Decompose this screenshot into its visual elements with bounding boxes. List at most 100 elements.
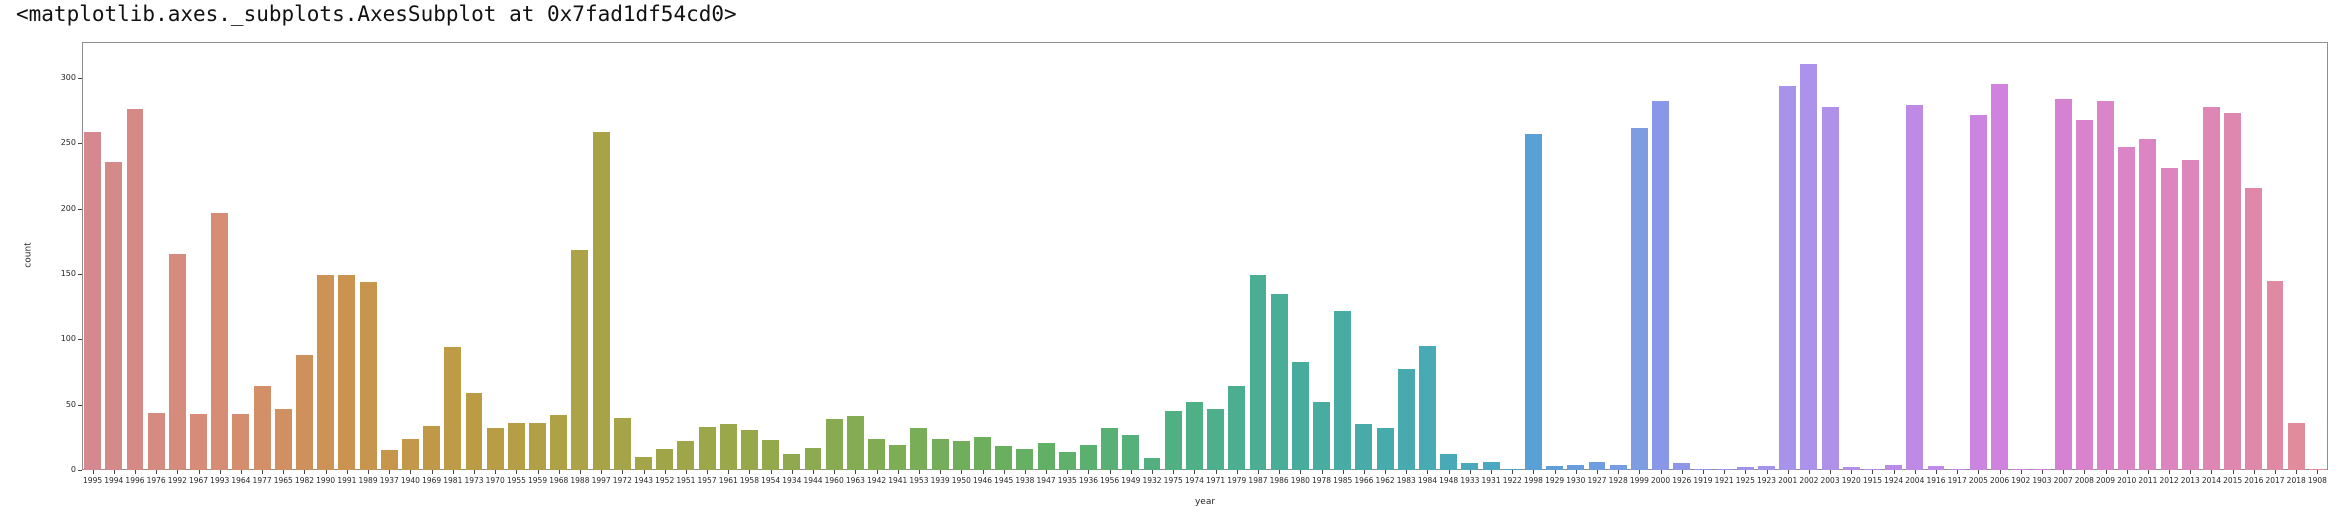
x-tick-mark	[2126, 470, 2128, 474]
x-tick-mark	[1448, 470, 1450, 474]
x-tick-mark	[2317, 470, 2319, 474]
x-tick-label: 1999	[1629, 476, 1649, 485]
bar-2006	[1991, 84, 2009, 470]
x-tick-mark	[1724, 470, 1726, 474]
x-tick-label: 1997	[591, 476, 611, 485]
x-tick-mark	[1427, 470, 1429, 474]
bar-1991	[338, 275, 356, 470]
bar-1964	[232, 413, 250, 470]
x-tick-label: 2009	[2095, 476, 2116, 485]
bar-1981	[444, 347, 462, 470]
bar-1961	[719, 424, 737, 470]
bar-1951	[677, 441, 695, 470]
bar-1958	[740, 429, 758, 470]
x-tick-mark	[1152, 470, 1154, 474]
x-tick-label: 1985	[1333, 476, 1353, 485]
bar-1943	[635, 456, 652, 470]
x-tick-label: 1980	[1290, 476, 1310, 485]
bar-1919	[1694, 468, 1712, 470]
x-tick-mark	[92, 470, 94, 474]
x-tick-label: 1928	[1608, 476, 1628, 485]
bar-1973	[465, 392, 483, 470]
bar-1916	[1927, 466, 1945, 470]
bar-1957	[698, 426, 716, 470]
x-tick-mark	[1936, 470, 1937, 474]
x-tick-label: 1937	[379, 476, 399, 485]
bar-1926	[1673, 463, 1691, 470]
x-tick-label: 2018	[2286, 476, 2306, 485]
x-tick-label: 1990	[316, 476, 336, 485]
bar-2003	[1821, 106, 1839, 470]
bar-1941	[889, 445, 907, 470]
x-tick-mark	[1194, 470, 1196, 474]
x-tick-mark	[749, 470, 751, 474]
bar-2002	[1800, 63, 1818, 470]
bar-1977	[253, 386, 271, 470]
x-tick-label: 1981	[443, 476, 463, 485]
x-tick-label: 1940	[400, 476, 420, 485]
x-tick-label: 2002	[1799, 476, 1819, 485]
bar-1972	[613, 417, 631, 470]
bar-1920	[1842, 467, 1860, 470]
x-tick-label: 1926	[1672, 476, 1692, 485]
bar-1915	[1863, 468, 1881, 470]
x-tick-mark	[601, 470, 603, 474]
x-tick-mark	[113, 470, 115, 474]
x-tick-label: 2007	[2053, 476, 2073, 485]
x-tick-label: 2004	[1905, 476, 1925, 485]
bar-1942	[868, 438, 886, 470]
bar-1932	[1143, 458, 1161, 470]
x-tick-label: 1936	[1078, 476, 1098, 485]
x-tick-mark	[1957, 470, 1959, 474]
bar-2009	[2097, 101, 2114, 470]
bar-1992	[168, 254, 186, 470]
bar-2015	[2224, 113, 2242, 470]
bar-1974	[1185, 402, 1203, 470]
x-tick-mark	[431, 470, 433, 474]
bar-1939	[931, 438, 949, 470]
x-tick-label: 1944	[803, 476, 823, 485]
x-tick-mark	[1533, 470, 1535, 474]
x-tick-mark	[897, 470, 899, 474]
x-tick-mark	[1766, 470, 1768, 474]
x-tick-label: 1932	[1142, 476, 1162, 485]
x-tick-label: 1984	[1417, 476, 1438, 485]
bar-1923	[1758, 466, 1775, 470]
bar-1935	[1058, 451, 1076, 470]
x-tick-mark	[982, 470, 984, 474]
x-tick-label: 1915	[1862, 476, 1882, 485]
x-tick-label: 1964	[231, 476, 251, 485]
bar-1908	[2308, 468, 2326, 470]
x-tick-mark	[1702, 470, 1704, 474]
x-tick-mark	[325, 470, 327, 474]
bar-1948	[1440, 454, 1458, 470]
x-tick-mark	[876, 470, 878, 474]
bar-1945	[995, 446, 1013, 470]
bar-1952	[656, 449, 674, 470]
y-tick-label: 200	[60, 203, 76, 213]
y-tick-mark	[78, 404, 82, 406]
bar-1917	[1948, 468, 1966, 470]
x-tick-label: 2014	[2201, 476, 2221, 485]
x-tick-mark	[473, 470, 475, 474]
x-tick-mark	[1406, 470, 1408, 474]
bar-1985	[1334, 310, 1352, 470]
x-tick-mark	[1872, 470, 1874, 474]
bar-1954	[762, 439, 780, 470]
x-tick-label: 1924	[1884, 476, 1904, 485]
y-axis-label: count	[23, 242, 34, 268]
x-axis-label: year	[1194, 497, 1216, 507]
x-tick-mark	[579, 470, 581, 474]
x-tick-mark	[1978, 470, 1980, 474]
x-tick-label: 1938	[1015, 476, 1035, 485]
x-tick-mark	[707, 470, 709, 474]
bar-1984	[1419, 345, 1436, 470]
x-tick-mark	[1808, 470, 1810, 474]
x-tick-mark	[2275, 470, 2277, 474]
x-tick-label: 1953	[909, 476, 929, 485]
x-tick-mark	[834, 470, 836, 474]
x-tick-label: 1931	[1481, 476, 1501, 485]
x-tick-mark	[664, 470, 666, 474]
x-tick-mark	[346, 470, 348, 474]
bar-1999	[1630, 127, 1648, 470]
